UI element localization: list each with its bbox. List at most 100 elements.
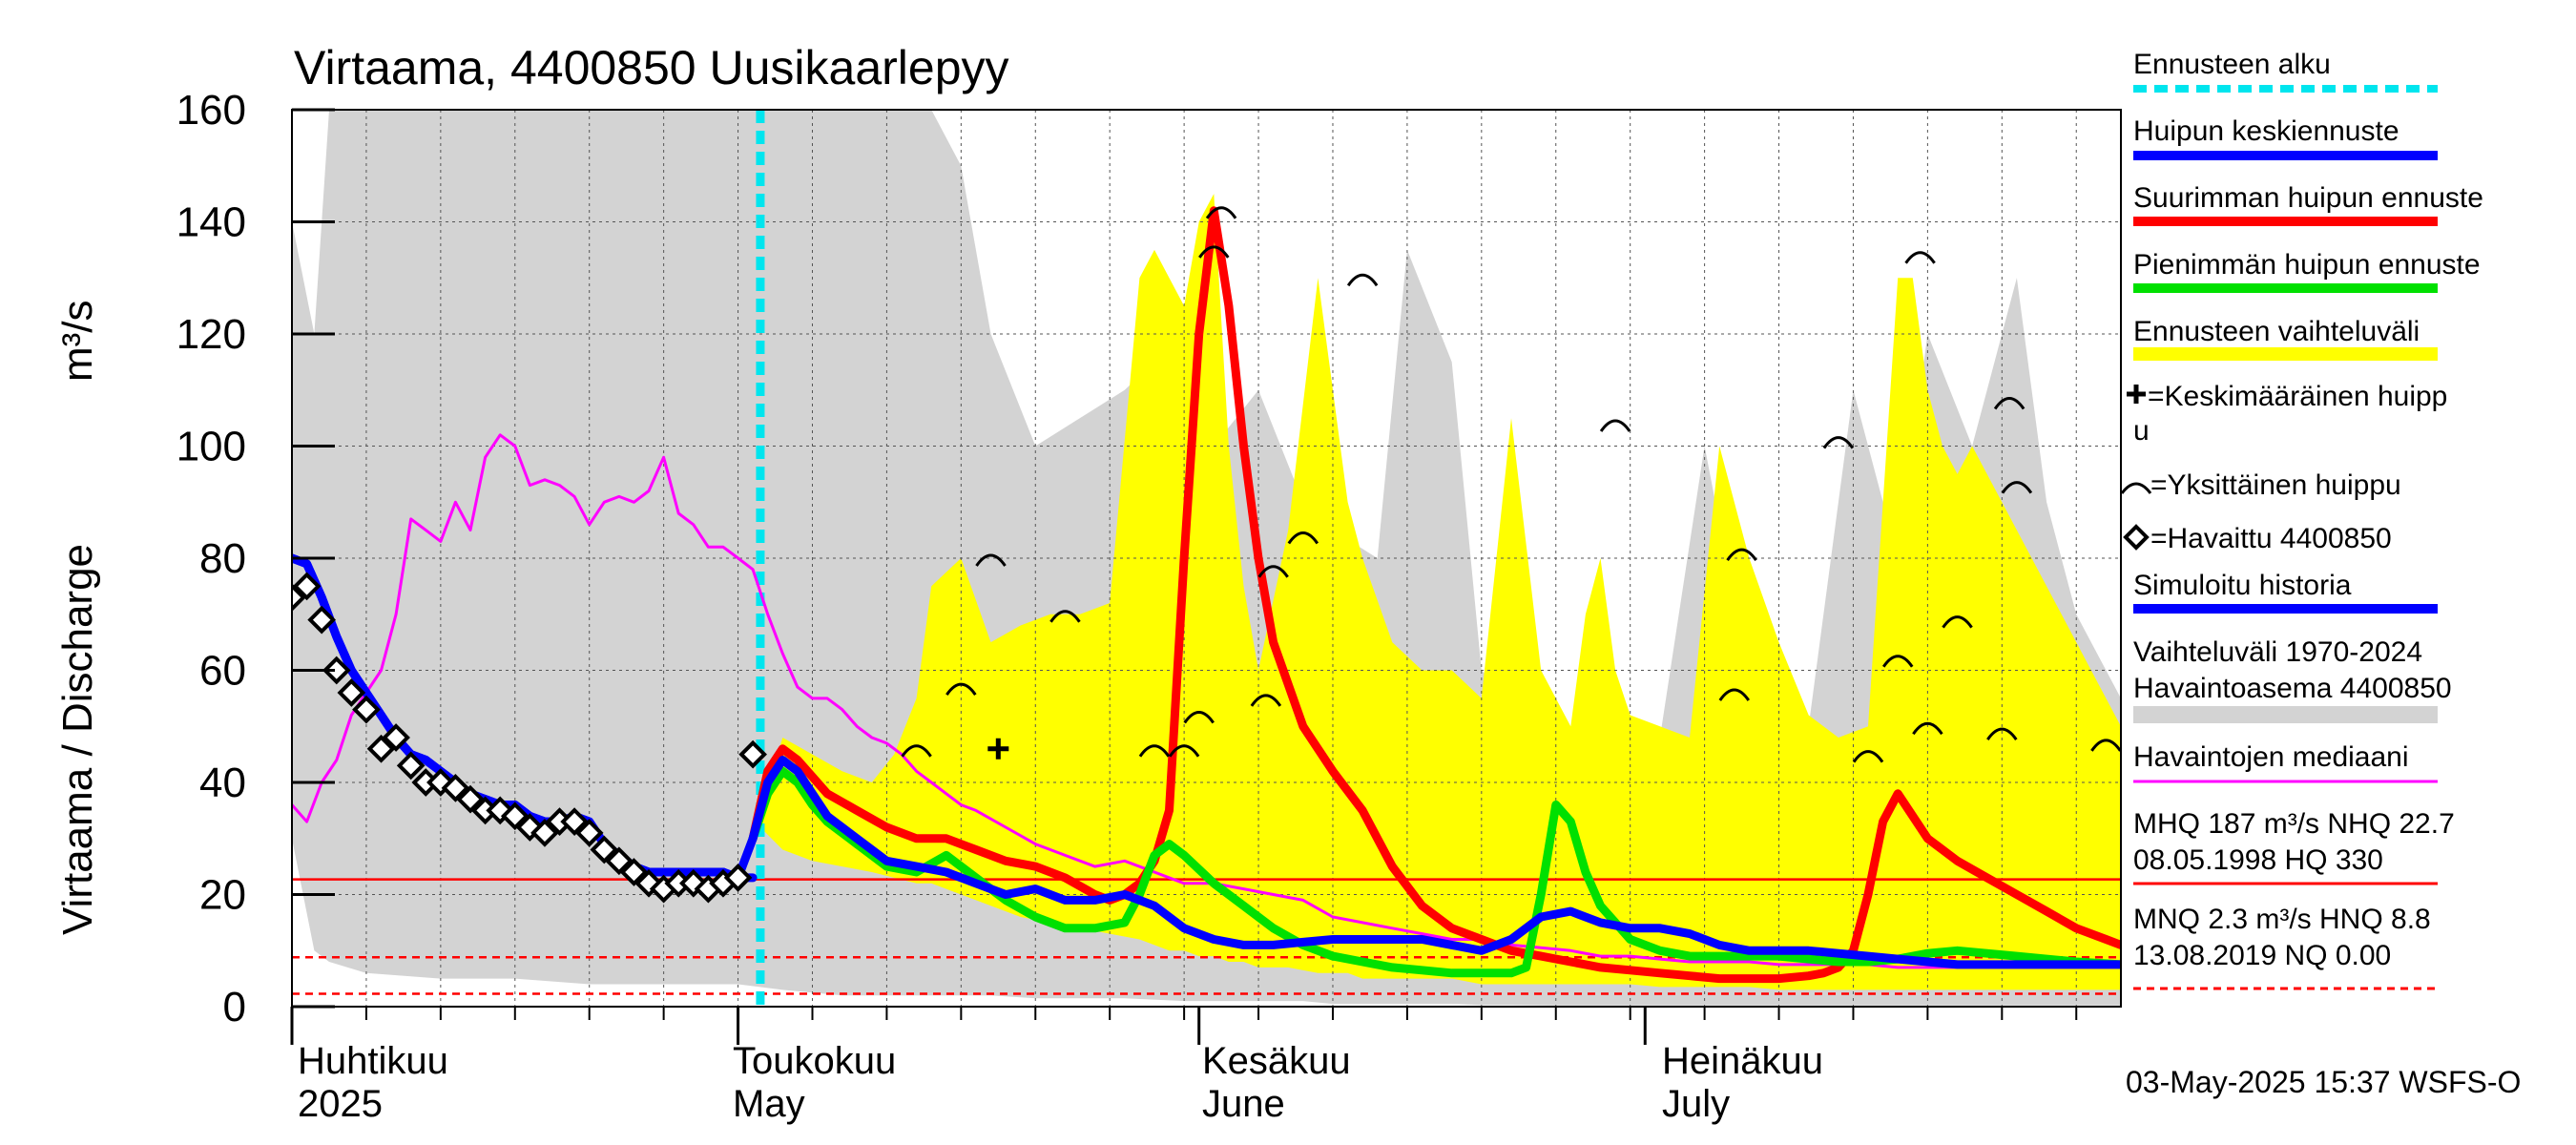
peak-marker (1168, 744, 1200, 758)
peak-marker (1726, 548, 1757, 562)
y-tick-label: 60 (199, 648, 246, 695)
legend-simulated-label: Simuloitu historia (2133, 570, 2352, 601)
peak-marker (1257, 565, 1289, 578)
y-axis-unit: m³/s (54, 300, 101, 382)
x-axis-ticks (290, 1007, 2078, 1045)
min-peak-forecast-line (748, 766, 2121, 978)
peak-marker (1822, 436, 1855, 449)
month-label-june-en: June (1202, 1083, 1285, 1125)
observed-layer (292, 572, 767, 904)
y-tick-label: 20 (199, 872, 246, 919)
legend: Ennusteen alku Huipun keskiennuste Suuri… (2120, 49, 2483, 990)
peak-marker (1346, 273, 1379, 287)
legend-median-label: Havaintojen mediaani (2133, 741, 2409, 773)
peak-marker (945, 682, 977, 697)
observed-point (605, 846, 634, 876)
legend-forecast-start-label: Ennusteen alku (2133, 49, 2331, 80)
peak-marker (1183, 711, 1215, 724)
observed-point (456, 784, 485, 814)
peak-marker (1718, 688, 1751, 701)
legend-diamond-icon (2123, 524, 2150, 551)
peak-marker (1198, 245, 1230, 259)
observed-point (307, 605, 336, 635)
plot-area (292, 110, 2121, 1007)
peak-marker (1912, 721, 1943, 736)
observed-point (560, 807, 589, 836)
legend-plus-icon (2127, 385, 2146, 404)
y-tick-label: 140 (177, 199, 246, 246)
observed-point (634, 868, 663, 898)
peak-marker (1205, 206, 1237, 219)
peak-marker (2090, 739, 2121, 752)
month-label-july-en: July (1662, 1083, 1730, 1125)
legend-mnq-text: MNQ 2.3 m³/s HNQ 8.8 (2133, 904, 2431, 935)
peak-marker (1904, 251, 1936, 264)
y-axis-label: Virtaama / Discharge (54, 544, 101, 935)
peak-marker (1138, 744, 1171, 758)
legend-mean-peak-label: Huipun keskiennuste (2133, 115, 2399, 147)
month-label-may-en: May (733, 1083, 805, 1125)
observed-point (619, 858, 649, 886)
y-tick-label: 120 (177, 311, 246, 358)
legend-hist-range-label-cont: Havaintoasema 4400850 (2133, 673, 2452, 704)
peak-markers-layer (901, 206, 2121, 763)
observed-point (382, 723, 410, 752)
peak-marker (975, 553, 1007, 567)
observed-point (500, 802, 530, 831)
legend-hist-range-swatch (2133, 706, 2438, 723)
month-label-june: Kesäkuu (1202, 1040, 1351, 1082)
observed-point (678, 868, 708, 898)
peak-marker (1993, 397, 2025, 410)
observed-point (337, 678, 366, 707)
y-axis-ticks: 0 20 40 60 80 100 120 140 160 (177, 87, 335, 1030)
forecast-range-band (759, 194, 2121, 990)
peak-marker (1881, 655, 1914, 668)
legend-avg-peak-label-cont: u (2133, 415, 2150, 447)
peak-marker (1852, 750, 1884, 763)
observed-point (590, 835, 619, 864)
observed-point (738, 739, 767, 769)
legend-avg-peak-label: =Keskimääräinen huipp (2148, 381, 2447, 412)
timestamp: 03-May-2025 15:37 WSFS-O (2126, 1065, 2521, 1099)
forecast-range-layer (759, 194, 2121, 990)
observed-point (396, 751, 426, 781)
observed-point (530, 819, 559, 847)
observed-point (515, 813, 545, 842)
observed-point (723, 864, 753, 892)
peak-marker (2001, 481, 2033, 494)
month-label-may: Toukokuu (733, 1040, 896, 1082)
observed-point (352, 695, 381, 724)
chart-title: Virtaama, 4400850 Uusikaarlepyy (294, 41, 1009, 94)
y-tick-label: 160 (177, 87, 246, 134)
peak-marker (1986, 727, 2018, 741)
y-tick-label: 100 (177, 424, 246, 470)
peak-marker (901, 744, 932, 758)
legend-hist-range-label: Vaihteluväli 1970-2024 (2133, 636, 2422, 668)
y-tick-label: 40 (199, 760, 246, 806)
observed-point (322, 656, 351, 685)
legend-range-label: Ennusteen vaihteluväli (2133, 316, 2420, 347)
peak-marker (1599, 419, 1631, 432)
month-label-april: Huhtikuu (298, 1040, 448, 1082)
legend-range-swatch (2133, 347, 2438, 361)
peak-marker (1287, 531, 1319, 545)
month-label-july: Heinäkuu (1662, 1040, 1823, 1082)
legend-observed-label: =Havaittu 4400850 (2150, 523, 2392, 554)
observed-point (292, 583, 306, 612)
legend-mnq-date: 13.08.2019 NQ 0.00 (2133, 940, 2391, 971)
peak-marker (1250, 694, 1282, 707)
y-tick-label: 0 (223, 984, 246, 1030)
year-label: 2025 (298, 1083, 383, 1125)
observed-point (574, 819, 604, 847)
legend-single-peak-label: =Yksittäinen huippu (2150, 469, 2401, 501)
peak-marker (1049, 610, 1081, 623)
observed-point (441, 774, 470, 802)
series-lines-layer (292, 206, 2121, 984)
grid-layer (292, 110, 2121, 1007)
observed-point (366, 734, 396, 763)
legend-mhq-text: MHQ 187 m³/s NHQ 22.7 (2133, 808, 2455, 840)
legend-min-peak-label: Pienimmän huipun ennuste (2133, 249, 2481, 281)
observed-point (292, 572, 322, 601)
peak-marker (1942, 615, 1973, 629)
